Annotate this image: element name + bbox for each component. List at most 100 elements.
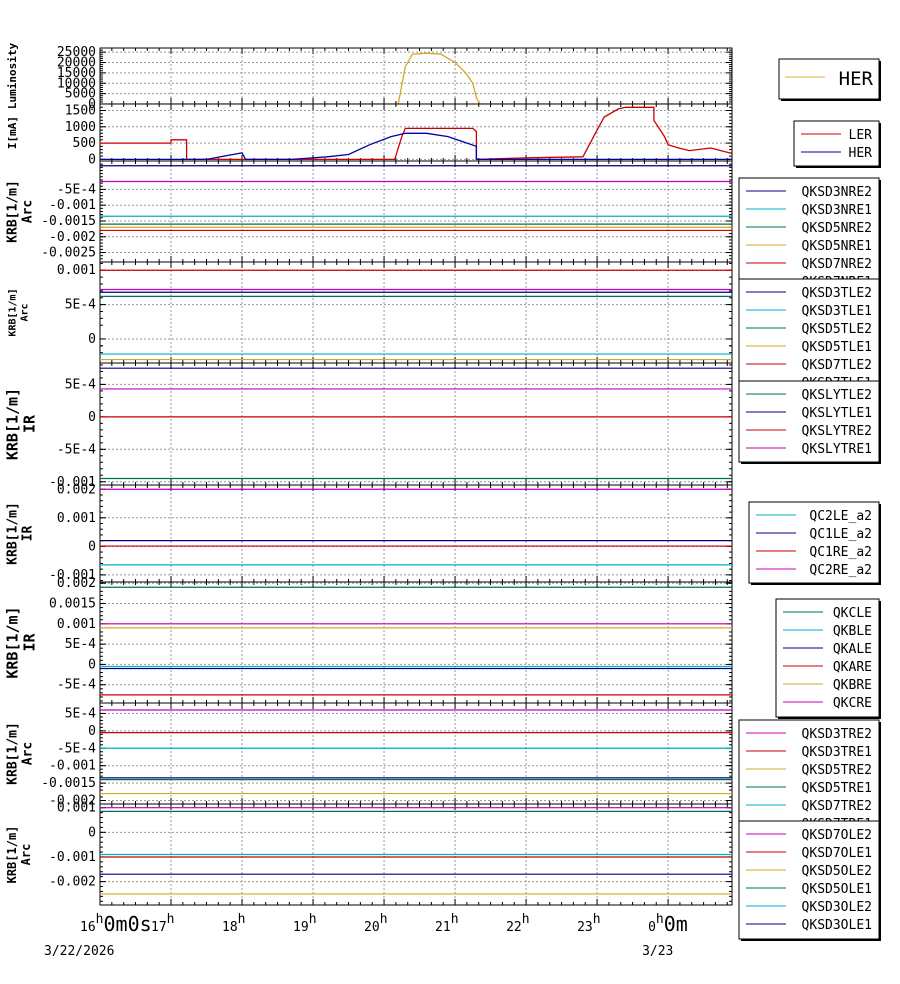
y-axis-label: KRB[1/m]: [5, 826, 19, 884]
legend-label: QKSD7TRE2: [802, 799, 872, 814]
legend-label: QC1LE_a2: [809, 527, 872, 542]
y-tick-label: -0.001: [49, 198, 96, 213]
legend-label: QKSD3TRE1: [802, 745, 872, 760]
y-tick-label: 20000: [57, 56, 96, 71]
legend-label: QKSD3OLE2: [802, 900, 872, 915]
y-tick-label: 0: [88, 825, 96, 840]
panel-7: 0.002 0.0015 0.001 5E-4 0 -5E-4 KRB[1/m] IR QKCL…: [3, 576, 881, 719]
y-axis-label: KRB[1/m]: [6, 180, 21, 243]
legend-label: QKSD5OLE1: [802, 882, 872, 897]
legend-label: QKSD3TRE2: [802, 727, 872, 742]
legend-label: QKSD5TLE2: [802, 322, 872, 337]
y-tick-label: 0.002: [57, 482, 96, 497]
y-axis-label: KRB[1/m]: [6, 502, 21, 565]
y-tick-label: 0.001: [57, 617, 96, 632]
legend-label: QKSD5NRE2: [802, 221, 872, 236]
panel-6: 0.002 0.001 0 -0.001 KRB[1/m] IR QC2LE_a2 QC1LE…: [6, 482, 881, 585]
y-axis-label: I[mA]: [6, 116, 19, 149]
legend-label: QKALE: [833, 642, 872, 657]
legend-label: QKSLYTLE2: [802, 388, 872, 403]
legend-label: QKSD5OLE2: [802, 864, 872, 879]
legend-box: [738, 719, 880, 839]
y-tick-label: 0: [88, 724, 96, 739]
legend: LER HER: [793, 120, 881, 168]
y-tick-label: 0: [88, 152, 96, 167]
y-axis-label: Arc: [21, 742, 36, 765]
date-label-left: 3/22/2026: [44, 944, 114, 959]
time-tick-label: 21h: [435, 912, 458, 935]
legend-label: QKARE: [833, 660, 872, 675]
y-axis-label: IR: [21, 526, 36, 542]
y-tick-label: 5000: [65, 87, 96, 102]
legend-label: QKSD5NRE1: [802, 239, 872, 254]
y-tick-label: 10000: [57, 76, 96, 91]
y-tick-label: -0.001: [49, 568, 96, 583]
legend: QKSD3NRE2 QKSD3NRE1 QKSD5NRE2 QKSD5NRE1 QKSD…: [738, 177, 881, 298]
legend-label: QKSLYTRE2: [802, 424, 872, 439]
legend-label: QKSD7TLE2: [802, 358, 872, 373]
y-tick-label: -0.001: [49, 759, 96, 774]
legend: QC2LE_a2 QC1LE_a2 QC1RE_a2 QC2RE_a2: [748, 501, 881, 585]
legend-label: QKSD3TLE2: [802, 286, 872, 301]
legend: HER: [778, 58, 881, 101]
y-tick-label: 0: [88, 410, 96, 425]
y-axis-label: Arc: [20, 303, 31, 321]
legend-label: LER: [849, 128, 873, 143]
legend: QKSD3TRE2 QKSD3TRE1 QKSD5TRE2 QKSD5TRE1 QKSD…: [738, 719, 881, 840]
y-tick-label: 500: [73, 136, 96, 151]
series-line-her: [100, 132, 732, 161]
legend-label: HER: [839, 68, 874, 90]
plot-frame: [99, 103, 733, 162]
y-tick-label: 0: [88, 332, 96, 347]
y-axis-label: KRB[1/m]: [8, 288, 19, 336]
legend-label: QKSD3NRE2: [802, 185, 872, 200]
y-tick-label: 5E-4: [65, 377, 96, 392]
legend-label: QKSLYTLE1: [802, 406, 872, 421]
y-tick-label: 0.001: [57, 511, 96, 526]
legend-label: QKSLYTRE1: [802, 442, 872, 457]
legend-box: [738, 177, 880, 297]
legend-label: QKSD3TLE1: [802, 304, 872, 319]
y-tick-label: -0.0025: [41, 246, 96, 261]
y-tick-label: 0: [88, 539, 96, 554]
y-tick-label: 5E-4: [65, 298, 96, 313]
y-axis-label: KRB[1/m]: [6, 722, 21, 785]
y-axis-label: KRB[1/m]: [3, 388, 21, 460]
legend-box: [775, 598, 880, 718]
time-tick-label: 0h0m: [648, 912, 688, 936]
y-axis-label: IR: [20, 633, 38, 652]
time-tick-label: 19h: [293, 912, 316, 935]
legend-label: QKCRE: [833, 696, 872, 711]
legend: QKSD3TLE2 QKSD3TLE1 QKSD5TLE2 QKSD5TLE1 QKSD…: [738, 278, 881, 399]
legend-label: QKSD7NRE2: [802, 257, 872, 272]
y-tick-label: -5E-4: [57, 182, 96, 197]
legend-label: QKBRE: [833, 678, 872, 693]
y-axis-label: Arc: [19, 844, 33, 866]
time-tick-label: 17h: [151, 912, 174, 935]
legend-label: QKSD7OLE1: [802, 846, 872, 861]
time-tick-label: 18h: [222, 912, 245, 935]
legend-label: QKCLE: [833, 606, 872, 621]
y-tick-label: 0.002: [57, 576, 96, 591]
y-tick-label: -0.002: [49, 230, 96, 245]
legend-box: [778, 58, 880, 100]
legend-label: QKSD3OLE1: [802, 918, 872, 933]
legend-label: QC2LE_a2: [809, 509, 872, 524]
legend-label: QKSD5TRE1: [802, 781, 872, 796]
plot-frame: [99, 702, 733, 805]
y-tick-label: 0: [88, 97, 96, 112]
legend-label: QC2RE_a2: [809, 563, 872, 578]
y-tick-label: -0.001: [49, 850, 96, 865]
panel-3: -5E-4-0.001-0.0015-0.002-0.0025 KRB[1/m] A…: [6, 160, 881, 298]
legend-label: QKSD5TLE1: [802, 340, 872, 355]
plot-frame: [99, 484, 733, 583]
time-tick-label: 23h: [577, 912, 600, 935]
y-tick-label: -5E-4: [57, 678, 96, 693]
plot-frame: [99, 47, 733, 105]
y-tick-label: 0.001: [57, 801, 96, 816]
date-label-right: 3/23: [642, 944, 673, 959]
